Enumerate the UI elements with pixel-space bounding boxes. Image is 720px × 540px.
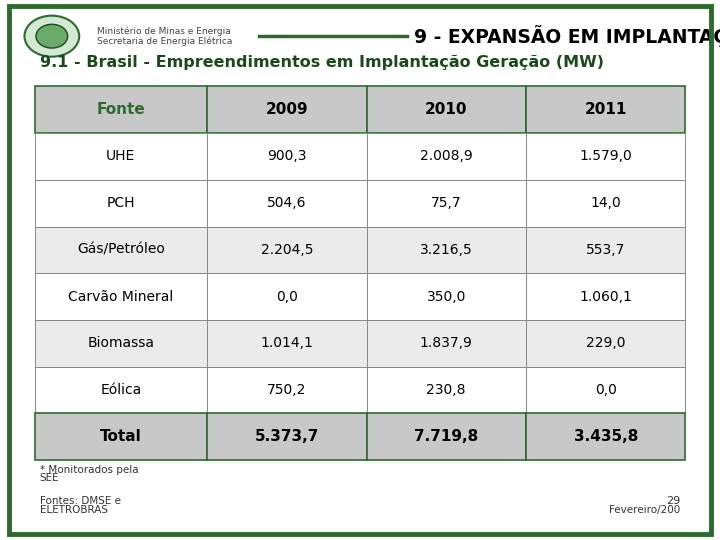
Text: Total: Total xyxy=(100,429,142,444)
Text: 9 - EXPANSÃO EM IMPLANTAÇÃO*: 9 - EXPANSÃO EM IMPLANTAÇÃO* xyxy=(414,25,720,47)
Text: 229,0: 229,0 xyxy=(586,336,626,350)
Text: 14,0: 14,0 xyxy=(590,196,621,210)
Text: 230,8: 230,8 xyxy=(426,383,466,397)
Text: 75,7: 75,7 xyxy=(431,196,462,210)
Text: Eólica: Eólica xyxy=(100,383,141,397)
Text: 350,0: 350,0 xyxy=(426,289,466,303)
Text: 1.579,0: 1.579,0 xyxy=(580,150,632,164)
Text: 2.008,9: 2.008,9 xyxy=(420,150,472,164)
Text: ELETROBRAS: ELETROBRAS xyxy=(40,505,107,515)
Text: 0,0: 0,0 xyxy=(595,383,616,397)
Text: 900,3: 900,3 xyxy=(267,150,307,164)
Text: 1.014,1: 1.014,1 xyxy=(261,336,313,350)
Text: PCH: PCH xyxy=(107,196,135,210)
Text: SEE: SEE xyxy=(40,473,59,483)
Text: 2010: 2010 xyxy=(425,102,467,117)
Text: 504,6: 504,6 xyxy=(267,196,307,210)
Text: 1.060,1: 1.060,1 xyxy=(580,289,632,303)
Text: 553,7: 553,7 xyxy=(586,243,626,257)
Text: 2011: 2011 xyxy=(585,102,627,117)
Text: UHE: UHE xyxy=(106,150,135,164)
Text: Fonte: Fonte xyxy=(96,102,145,117)
Text: * Monitorados pela: * Monitorados pela xyxy=(40,465,138,475)
Text: 9.1 - Brasil - Empreendimentos em Implantação Geração (MW): 9.1 - Brasil - Empreendimentos em Implan… xyxy=(40,55,603,70)
Text: 3.216,5: 3.216,5 xyxy=(420,243,472,257)
Text: 7.719,8: 7.719,8 xyxy=(414,429,478,444)
Text: 2009: 2009 xyxy=(266,102,308,117)
Text: 1.837,9: 1.837,9 xyxy=(420,336,472,350)
Text: 29: 29 xyxy=(666,496,680,506)
Text: Carvão Mineral: Carvão Mineral xyxy=(68,289,174,303)
Text: 750,2: 750,2 xyxy=(267,383,307,397)
Text: Fontes: DMSE e: Fontes: DMSE e xyxy=(40,496,121,506)
Text: 3.435,8: 3.435,8 xyxy=(574,429,638,444)
Text: Gás/Petróleo: Gás/Petróleo xyxy=(77,243,165,257)
Text: Ministério de Minas e Energia: Ministério de Minas e Energia xyxy=(97,26,231,36)
Text: Fevereiro/200: Fevereiro/200 xyxy=(609,505,680,515)
Text: 0,0: 0,0 xyxy=(276,289,297,303)
Text: Biomassa: Biomassa xyxy=(87,336,154,350)
Text: 5.373,7: 5.373,7 xyxy=(255,429,319,444)
Text: Secretaria de Energia Elétrica: Secretaria de Energia Elétrica xyxy=(97,36,233,46)
Text: 2.204,5: 2.204,5 xyxy=(261,243,313,257)
